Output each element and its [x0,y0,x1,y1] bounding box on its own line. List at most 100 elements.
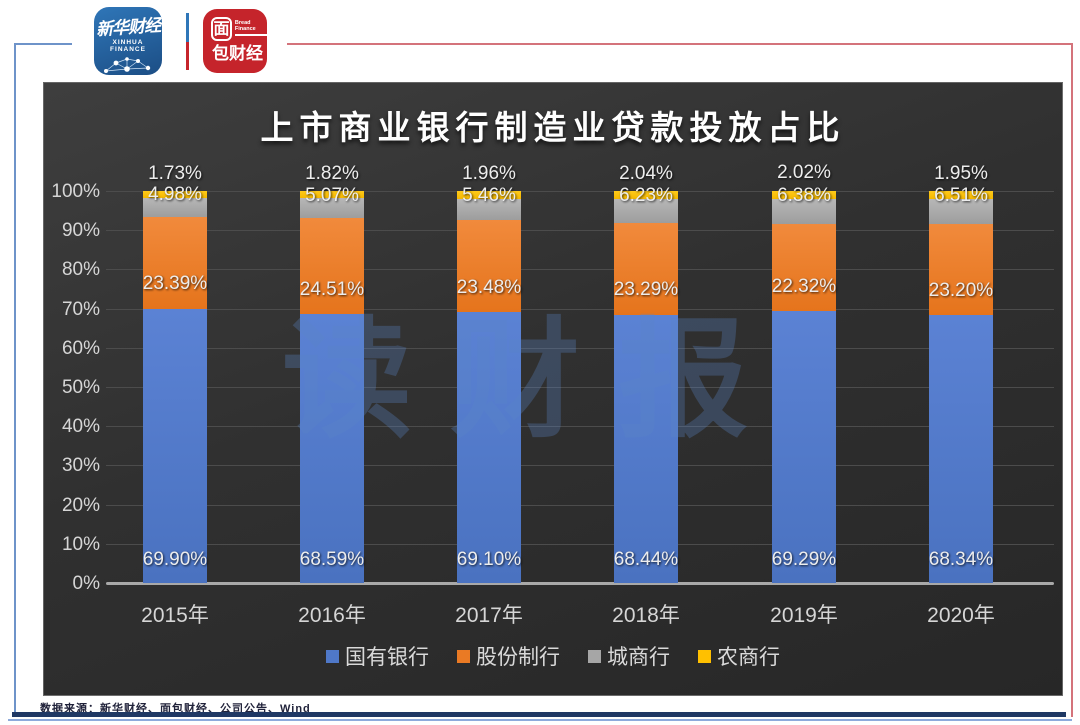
grid-line [106,426,1054,428]
grid-line [106,230,1054,232]
bar-value-label: 1.73% [148,162,202,184]
x-tick-label: 2017年 [455,604,523,627]
bar-value-label: 69.90% [142,548,208,570]
grid-line [106,269,1054,271]
bar-segment [143,197,207,218]
bar-segment [772,223,836,312]
bar-value-label: 68.44% [613,548,679,570]
frame-line-red-top [287,43,1073,45]
bar-value-label: 2.04% [619,162,673,184]
bar-segment [614,223,678,315]
bar-segment [300,191,364,199]
bar-value-label: 23.29% [613,279,679,301]
legend-item: 股份制行 [457,641,560,671]
bar-segment [457,191,521,199]
bread-finance-logo: 面 Bread Finance 包财经 [203,9,267,73]
y-tick-label: 0% [72,573,100,594]
bar-value-label: 6.23% [619,185,673,207]
legend-swatch-icon [457,649,470,663]
grid-line [106,504,1054,506]
logo-divider [186,13,189,70]
grid-line [106,465,1054,467]
y-tick-label: 90% [61,220,100,242]
x-tick-label: 2020年 [927,604,995,627]
footer-blue-line [8,719,1072,721]
bar-segment [300,198,364,219]
frame-line-blue-top [15,43,72,45]
bar-value-label: 1.82% [305,162,359,184]
bar-value-label: 22.32% [771,275,837,297]
bar-value-label: 24.51% [299,278,365,300]
bar-segment [300,218,364,315]
legend-item: 城商行 [588,641,670,671]
bar-value-label: 5.07% [305,184,359,206]
bar-value-label: 4.98% [148,184,202,206]
bar-segment [772,311,836,583]
bar-segment [929,224,993,316]
legend-label: 股份制行 [476,646,560,669]
bar-segment [457,220,521,313]
legend-swatch-icon [698,649,711,663]
bread-logo-subtitle: Bread Finance [234,20,267,36]
y-tick-label: 80% [61,259,100,281]
bread-logo-text: 包财经 [212,44,263,63]
bar-value-label: 69.29% [771,548,837,570]
frame-line-red-right [1071,43,1073,717]
bar-value-label: 6.51% [934,185,988,207]
bar-segment [143,217,207,309]
bar-value-label: 23.48% [456,276,522,298]
bar-segment [300,314,364,583]
y-tick-label: 10% [61,533,100,555]
bar-segment [457,198,521,221]
bar-value-label: 6.38% [777,185,831,207]
bar-value-label: 2.02% [777,162,831,184]
legend-item: 农商行 [698,641,780,671]
grid-line [106,387,1054,388]
grid-line [106,191,1054,192]
y-tick-label: 30% [61,455,100,477]
bar-value-label: 68.59% [299,548,365,570]
bar-segment [772,190,836,199]
y-tick-label: 40% [61,416,100,438]
x-tick-label: 2019年 [770,604,838,627]
bar-segment [143,191,207,198]
bar-segment [929,315,993,583]
bar-segment [772,198,836,224]
bar-segment [929,198,993,225]
y-tick-label: 60% [61,337,100,359]
legend-item: 国有银行 [326,641,429,671]
grid-line [106,308,1054,310]
legend-swatch-icon [326,649,339,663]
xinhua-logo-subtitle: XINHUA FINANCE [110,39,146,53]
xinhua-logo-script-text: 新华财经 [95,15,161,40]
bread-logo-box-character: 面 [211,17,232,41]
x-tick-label: 2018年 [612,604,680,627]
bar-segment [929,191,993,199]
x-axis-line [106,582,1054,585]
bar-segment [614,314,678,583]
legend-label: 城商行 [607,646,670,669]
bar-segment [614,191,678,199]
bar-value-label: 69.10% [456,548,522,570]
bar-value-label: 1.96% [462,162,516,184]
divider-blue-half [186,13,189,42]
bar-segment [457,312,521,583]
bar-value-label: 68.34% [928,548,994,570]
chart-area: 上市商业银行制造业贷款投放占比 100% 90% 80% 70% 60% 50% 40% 30… [43,82,1063,696]
grid-line [106,347,1054,349]
x-tick-label: 2015年 [141,604,209,627]
legend-label: 国有银行 [345,646,429,669]
xinhua-finance-logo: 新华财经 XINHUA FINANCE [94,7,162,75]
chart-legend: 国有银行 股份制行 城商行 农商行 [44,641,1062,671]
network-dots-icon [104,57,151,73]
chart-title: 上市商业银行制造业贷款投放占比 [260,109,846,146]
divider-red-half [186,41,189,70]
y-tick-label: 100% [51,181,100,202]
frame-line-blue-left [14,43,16,717]
footer-navy-bar [12,712,1066,717]
x-tick-label: 2016年 [298,604,366,627]
bar-value-label: 5.46% [462,185,516,207]
y-tick-label: 50% [61,377,100,398]
bar-value-label: 23.20% [928,279,994,301]
